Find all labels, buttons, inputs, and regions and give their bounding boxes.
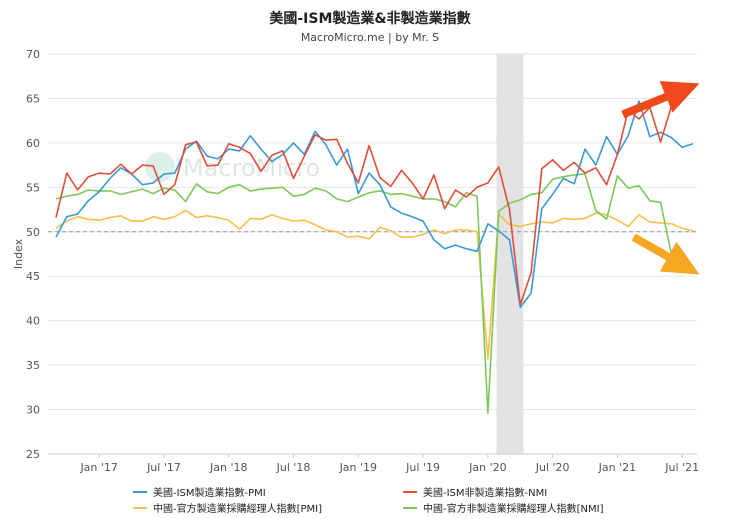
y-axis-label: Index <box>12 238 25 269</box>
y-tick-label: 40 <box>26 315 40 328</box>
x-tick-label: Jan '20 <box>468 461 506 474</box>
series-line-3 <box>55 173 673 414</box>
legend-item-0[interactable]: 美國-ISM製造業指數-PMI <box>133 484 266 499</box>
y-tick-label: 30 <box>26 404 40 417</box>
x-tick-label: Jan '21 <box>598 461 636 474</box>
x-tick-label: Jul '18 <box>276 461 311 474</box>
legend-swatch <box>403 506 417 509</box>
legend-swatch <box>133 506 147 509</box>
annotation-arrow-head-0 <box>659 81 700 113</box>
y-tick-label: 35 <box>26 359 40 372</box>
x-tick-label: Jul '19 <box>405 461 440 474</box>
y-tick-label: 25 <box>26 448 40 461</box>
x-tick-label: Jul '20 <box>535 461 570 474</box>
legend-label: 中國-官方製造業採購經理人指數[PMI] <box>153 504 323 515</box>
series-line-0 <box>55 100 694 309</box>
legend-label: 美國-ISM製造業指數-PMI <box>153 488 266 499</box>
chart-subtitle: MacroMicro.me | by Mr. S <box>300 31 440 44</box>
y-tick-label: 55 <box>26 181 40 194</box>
annotation-arrow-head-1 <box>659 241 700 275</box>
legend-label: 美國-ISM非製造業指數-NMI <box>423 488 548 499</box>
legend-swatch <box>133 490 147 493</box>
x-tick-label: Jul '17 <box>146 461 181 474</box>
x-tick-label: Jul '21 <box>664 461 699 474</box>
y-tick-label: 45 <box>26 270 40 283</box>
x-tick-label: Jan '17 <box>79 461 117 474</box>
watermark-text: MacroMicro <box>183 154 320 182</box>
legend-label: 中國-官方非製造業採購經理人指數[NMI] <box>423 504 604 515</box>
series-line-1 <box>55 106 673 306</box>
legend-item-2[interactable]: 中國-官方製造業採購經理人指數[PMI] <box>133 500 322 515</box>
y-tick-label: 50 <box>26 226 40 239</box>
series-line-2 <box>55 209 694 360</box>
legend-swatch <box>403 490 417 493</box>
chart-title: 美國-ISM製造業&非製造業指數 <box>269 11 471 27</box>
x-tick-label: Jan '18 <box>209 461 247 474</box>
x-tick-label: Jan '19 <box>339 461 377 474</box>
shaded-band <box>496 54 524 454</box>
legend-item-3[interactable]: 中國-官方非製造業採購經理人指數[NMI] <box>403 500 603 515</box>
y-tick-label: 60 <box>26 137 40 150</box>
legend-item-1[interactable]: 美國-ISM非製造業指數-NMI <box>403 484 547 499</box>
y-tick-label: 70 <box>26 48 40 61</box>
y-tick-label: 65 <box>26 92 40 105</box>
